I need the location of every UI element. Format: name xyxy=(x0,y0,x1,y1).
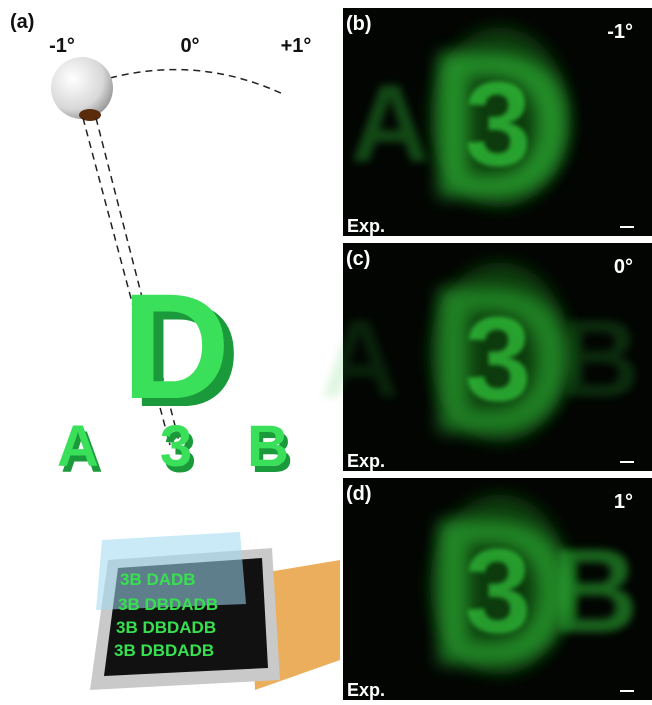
photo-letter: A xyxy=(320,298,399,421)
caption: Exp. xyxy=(347,216,385,236)
svg-text:3B DBDADB: 3B DBDADB xyxy=(116,618,216,637)
svg-text:3B DADB: 3B DADB xyxy=(120,570,196,589)
photo-letter: D xyxy=(424,243,576,478)
panel-label: (c) xyxy=(346,248,370,270)
photo-letter: D xyxy=(424,8,576,243)
photo-letter: A xyxy=(350,63,429,186)
angle-label: -1° xyxy=(49,35,75,57)
photo-letter: D xyxy=(424,475,576,700)
angle-label: -1° xyxy=(607,21,633,43)
svg-text:3B DBDADB: 3B DBDADB xyxy=(118,595,218,614)
display-device: 3B DADB 3B DBDADB 3B DBDADB 3B DBDADB xyxy=(90,532,340,690)
eye xyxy=(51,57,113,119)
panel-label: (a) xyxy=(10,11,34,33)
angle-label: 1° xyxy=(614,491,633,513)
panel-label: (b) xyxy=(346,13,372,35)
caption: Exp. xyxy=(347,680,385,700)
panel-label: (d) xyxy=(346,483,372,505)
figure: (a) -1° 0° +1° D D A A 3 3 B B 3B DADB3B… xyxy=(0,0,652,700)
pupil xyxy=(79,109,101,121)
svg-text:3B DBDADB: 3B DBDADB xyxy=(114,641,214,660)
row-letter: A xyxy=(57,414,99,479)
arc xyxy=(110,70,285,95)
angle-label: 0° xyxy=(180,35,199,57)
angle-label: 0° xyxy=(614,256,633,278)
row-letter: 3 xyxy=(160,414,192,479)
big-letter: D xyxy=(122,262,230,430)
row-letter: B xyxy=(247,414,289,479)
photo-letter: B xyxy=(560,298,639,421)
caption: Exp. xyxy=(347,451,385,471)
angle-label: +1° xyxy=(281,35,312,57)
